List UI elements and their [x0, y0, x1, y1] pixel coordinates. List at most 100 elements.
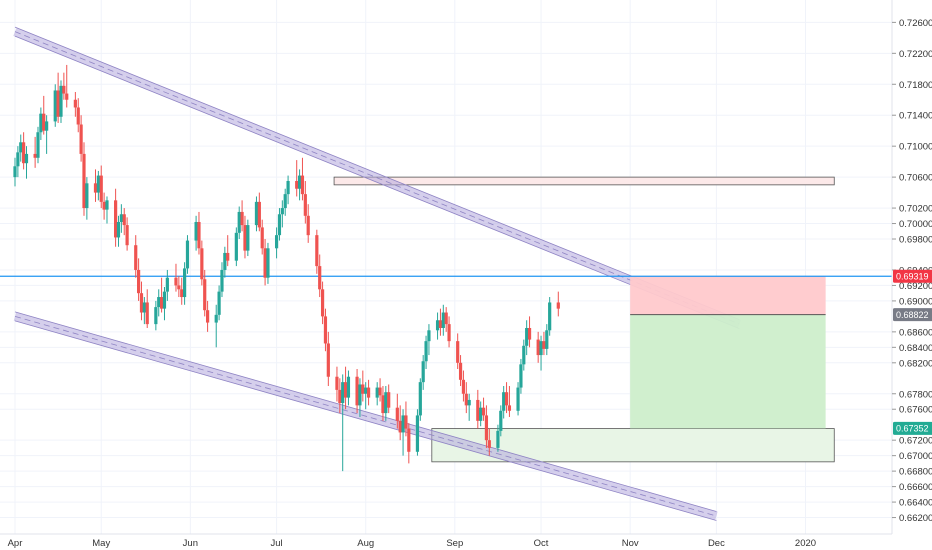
candle-body	[62, 85, 66, 94]
candle-body	[398, 420, 402, 433]
lower-channel-edge-top	[14, 311, 717, 512]
candle-body	[116, 221, 121, 238]
price-tick-label: 0.69200	[899, 281, 932, 292]
candle-body	[33, 153, 37, 158]
candle-body	[19, 142, 23, 153]
candle-body	[134, 245, 138, 270]
candle-body	[99, 175, 103, 202]
candle-body	[536, 339, 540, 356]
candle-body	[16, 152, 20, 167]
candle-body	[59, 85, 63, 117]
price-tag-label: 0.68822	[896, 310, 929, 320]
price-tick-label: 0.72200	[899, 49, 932, 60]
candle-body	[223, 252, 227, 270]
candle-body	[266, 248, 270, 278]
candle-body	[36, 132, 40, 158]
candle-body	[154, 307, 158, 325]
upper-channel-edge-top	[14, 26, 740, 320]
candle-body	[435, 320, 440, 331]
candle-body	[297, 175, 302, 189]
candle-body	[243, 225, 247, 251]
price-tag-2	[893, 421, 932, 435]
candle-body	[125, 225, 129, 246]
candle-body	[366, 387, 371, 398]
position-tool[interactable]	[630, 276, 826, 429]
channel-lines[interactable]	[13, 26, 742, 521]
candle-body	[200, 248, 204, 280]
candle-body	[496, 430, 500, 448]
candle-body	[185, 240, 190, 269]
candle-body	[415, 415, 420, 452]
candle-body	[254, 201, 259, 226]
candle-body	[24, 153, 29, 164]
candle-body	[504, 392, 509, 406]
candle-body	[355, 376, 359, 406]
time-tick-label: Dec	[708, 538, 725, 549]
time-tick-label: Sep	[446, 538, 463, 549]
candle-body	[318, 266, 322, 290]
candle-body	[257, 201, 261, 228]
candle-body	[548, 302, 552, 331]
candle-body	[160, 297, 164, 309]
candle-body	[438, 320, 443, 328]
candle-body	[246, 225, 250, 251]
candle-body	[303, 194, 307, 216]
candle-body	[346, 376, 351, 398]
candle-body	[13, 166, 17, 178]
candle-body	[217, 291, 221, 315]
time-axis[interactable]: Apr May Jun Jul Aug Sep Oct Nov Dec 2020	[0, 533, 932, 550]
candle-body	[447, 324, 451, 342]
candle-body	[283, 194, 287, 209]
candle-body	[114, 200, 118, 238]
candle-body	[476, 399, 480, 421]
candle-body	[335, 376, 339, 390]
candle-body	[295, 180, 299, 189]
take-profit-area[interactable]	[630, 314, 826, 429]
candle-body	[456, 341, 460, 363]
price-tick-label: 0.67600	[899, 405, 932, 416]
price-tick-label: 0.68400	[899, 343, 932, 354]
candle-body	[502, 392, 506, 411]
candle-body	[260, 227, 264, 249]
candle-body	[96, 175, 100, 193]
candle-body	[358, 384, 362, 406]
candle-body	[177, 285, 181, 290]
price-tick-label: 0.71400	[899, 111, 932, 122]
candle-body	[300, 175, 305, 195]
candle-body	[277, 214, 282, 236]
time-tick-label: Aug	[357, 538, 374, 549]
candle-body	[85, 183, 89, 209]
candle-body	[137, 269, 141, 294]
candle-body	[240, 211, 244, 226]
time-tick-label: Apr	[8, 538, 23, 549]
candle-body	[73, 99, 77, 108]
stop-loss-area[interactable]	[630, 276, 826, 315]
price-tick-label: 0.71000	[899, 142, 932, 153]
time-tick-label: Nov	[622, 538, 639, 549]
candle-body	[79, 124, 83, 154]
price-tags: 0.69319 0.68822 0.67352	[893, 269, 932, 435]
candle-body	[458, 362, 463, 380]
candle-body	[395, 407, 399, 421]
candle-body	[404, 415, 408, 429]
candle-body	[387, 392, 391, 408]
candle-body	[174, 277, 178, 286]
resistance-zone[interactable]	[333, 176, 835, 186]
price-tick-label: 0.69800	[899, 235, 932, 246]
candle-body	[338, 389, 342, 404]
candle-body	[280, 208, 284, 215]
candle-body	[378, 387, 382, 396]
candle-body	[424, 341, 428, 362]
candle-body	[226, 252, 230, 261]
price-tick-label: 0.67000	[899, 451, 932, 462]
candle-body	[22, 142, 26, 164]
price-tick-label: 0.68200	[899, 358, 932, 369]
candle-body	[220, 269, 224, 292]
candle-body	[234, 232, 238, 261]
candle-body	[165, 277, 169, 292]
price-tag-label: 0.69319	[896, 271, 929, 281]
candle-body	[519, 364, 523, 388]
candle-body	[444, 312, 448, 325]
candle-body	[162, 291, 167, 309]
